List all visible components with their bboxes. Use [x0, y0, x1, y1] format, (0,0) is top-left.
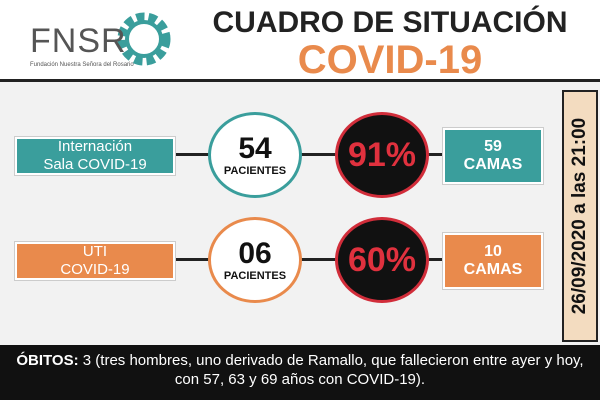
footer: ÓBITOS: 3 (tres hombres, uno derivado de…	[0, 345, 600, 400]
beds-unit: CAMAS	[463, 156, 523, 173]
percent: 91%	[347, 135, 417, 174]
label-line: Sala COVID-19	[43, 156, 147, 173]
count-unit: PACIENTES	[223, 270, 287, 282]
count: 06	[238, 237, 272, 270]
logo-text: FNSR	[30, 22, 127, 60]
date: 26/09/2020 a las 21:00	[569, 117, 590, 315]
footer-text: 3 (tres hombres, uno derivado de Ramallo…	[82, 352, 584, 388]
count-unit: PACIENTES	[223, 165, 287, 177]
title: CUADRO DE SITUACIÓN	[212, 6, 568, 39]
connector	[170, 258, 450, 261]
footer-lead: ÓBITOS:	[16, 352, 79, 369]
count-circle: 06 PACIENTES	[208, 217, 302, 303]
percent-circle: 91%	[335, 112, 429, 198]
label-line: UTI	[82, 243, 108, 260]
percent: 60%	[347, 240, 417, 279]
beds-box: 10 CAMAS	[443, 233, 543, 289]
beds: 10	[484, 243, 502, 260]
beds: 59	[484, 138, 502, 155]
label-line: Internación	[57, 138, 133, 155]
row-label: UTI COVID-19	[15, 242, 175, 280]
label-line: COVID-19	[60, 261, 130, 278]
count-circle: 54 PACIENTES	[208, 112, 302, 198]
percent-circle: 60%	[335, 217, 429, 303]
row-label: Internación Sala COVID-19	[15, 137, 175, 175]
logo-subtitle: Fundación Nuestra Señora del Rosario	[30, 62, 134, 68]
header	[0, 0, 600, 82]
beds-box: 59 CAMAS	[443, 128, 543, 184]
logo-gear	[117, 12, 171, 66]
beds-unit: CAMAS	[463, 261, 523, 278]
subtitle: COVID-19	[297, 38, 483, 82]
count: 54	[238, 132, 272, 165]
date-strip	[562, 90, 598, 342]
connector	[170, 153, 450, 156]
